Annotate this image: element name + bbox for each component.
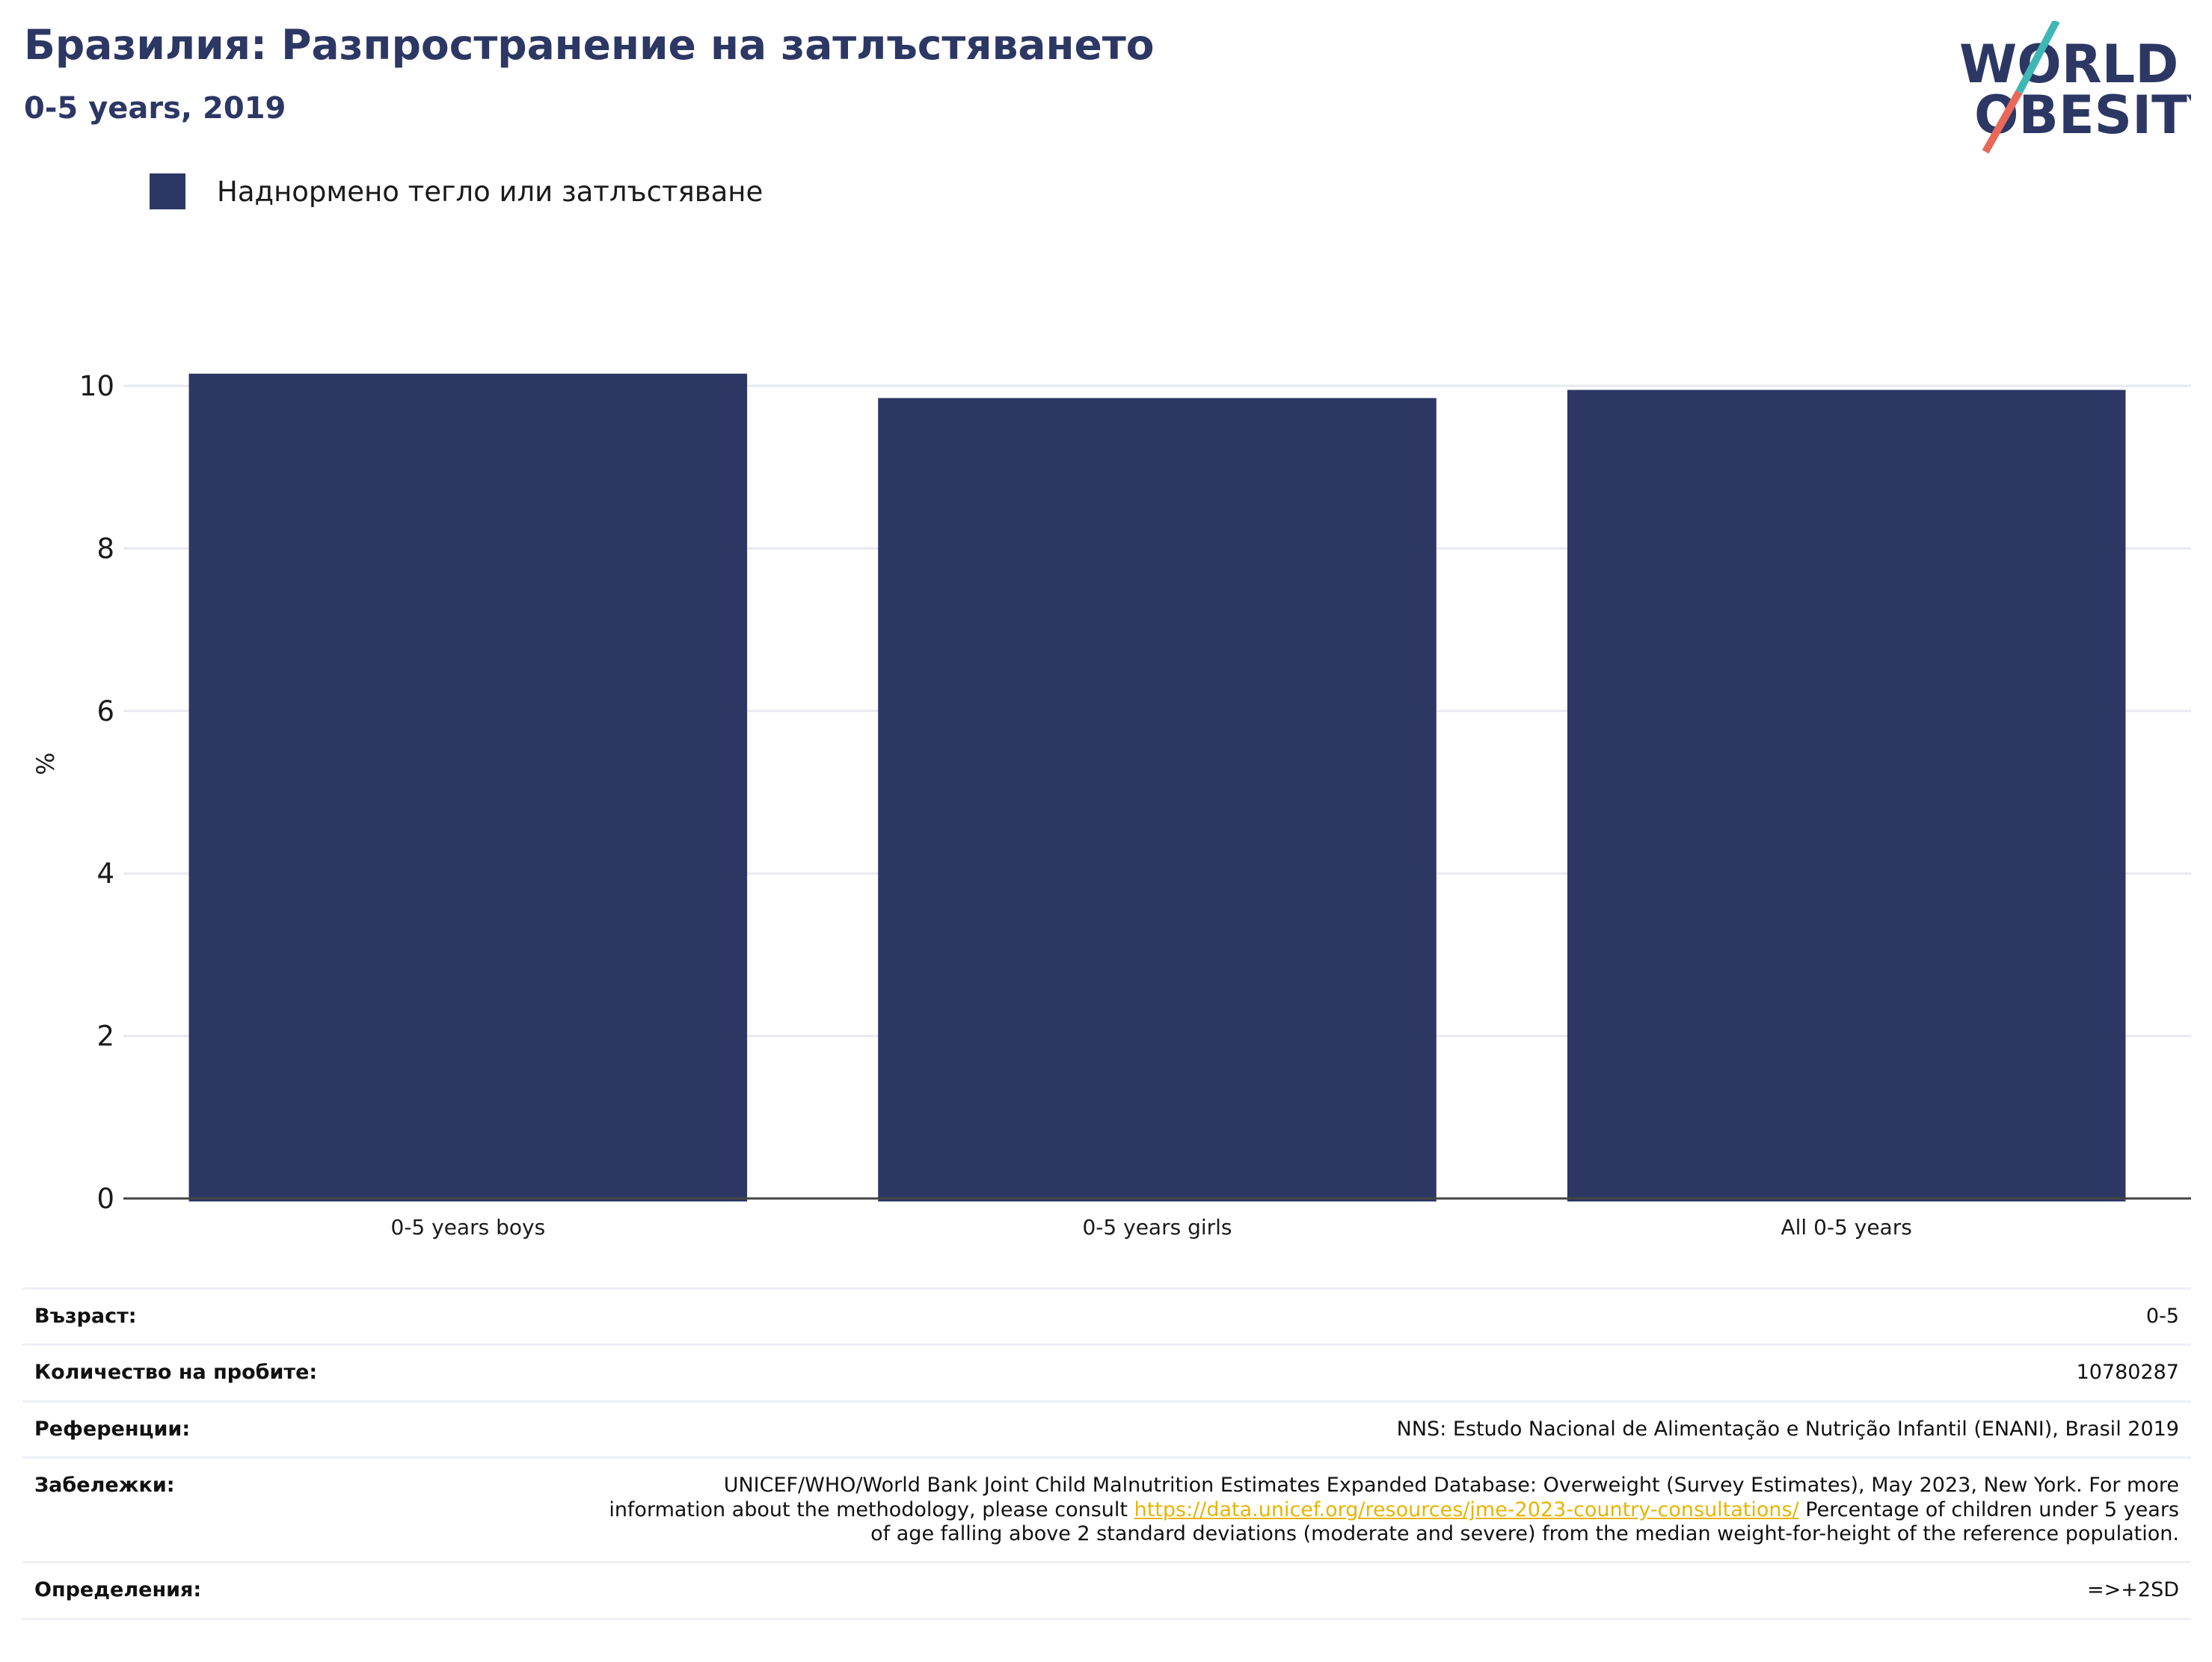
x-tick-label: All 0-5 years — [1781, 1215, 1912, 1240]
bar — [1567, 390, 2126, 1201]
info-row-references: Референции: NNS: Estudo Nacional de Alim… — [22, 1400, 2191, 1456]
world-obesity-logo: WORLD OBESITY — [1959, 21, 2191, 154]
bar — [188, 373, 748, 1201]
legend-label: Наднормено тегло или затлъстяване — [217, 175, 764, 208]
info-row-age: Възраст: 0-5 — [22, 1287, 2191, 1344]
y-axis-label: % — [31, 752, 60, 775]
bar — [878, 398, 1437, 1201]
chart-subtitle: 0-5 years, 2019 — [24, 91, 286, 126]
info-label: Референции: — [34, 1417, 191, 1441]
y-tick-label: 8 — [96, 532, 114, 564]
logo-slash-teal-icon — [2015, 21, 2060, 94]
notes-text-before: UNICEF/WHO/World Bank Joint Child Malnut… — [609, 1474, 2179, 1521]
info-value: UNICEF/WHO/World Bank Joint Child Malnut… — [609, 1474, 2179, 1546]
info-label: Възраст: — [34, 1305, 137, 1328]
y-tick-label: 6 — [96, 695, 114, 727]
info-row-sample-size: Количество на пробите: 10780287 — [22, 1344, 2191, 1400]
logo-line2: OBESITY — [1974, 84, 2191, 146]
bar-chart: 0 2 4 6 8 10% 0-5 years boys 0-5 years girls All… — [31, 370, 2191, 1240]
info-label: Определения: — [34, 1578, 202, 1602]
y-tick-label: 10 — [79, 370, 114, 402]
info-table: Възраст: 0-5 Количество на пробите: 1078… — [22, 1287, 2191, 1620]
info-row-notes: Забележки: UNICEF/WHO/World Bank Joint C… — [22, 1456, 2191, 1561]
info-value: 0-5 — [2145, 1305, 2179, 1328]
info-value: NNS: Estudo Nacional de Alimentação e Nu… — [1396, 1417, 2179, 1441]
logo-line1: WORLD — [1959, 34, 2178, 95]
info-label: Количество на пробите: — [34, 1361, 318, 1385]
chart-legend: Наднормено тегло или затлъстяване — [150, 173, 763, 209]
info-label: Забележки: — [34, 1474, 175, 1498]
chart-title: Бразилия: Разпространение на затлъстяван… — [24, 21, 1155, 69]
y-tick-label: 4 — [96, 858, 114, 890]
y-tick-label: 2 — [96, 1021, 114, 1053]
legend-swatch — [150, 173, 185, 209]
info-value: 10780287 — [2076, 1361, 2179, 1385]
notes-link[interactable]: https://data.unicef.org/resources/jme-20… — [1134, 1498, 1799, 1521]
info-value: =>+2SD — [2087, 1578, 2179, 1602]
x-tick-label: 0-5 years girls — [1082, 1215, 1232, 1240]
info-row-definitions: Определения: =>+2SD — [22, 1561, 2191, 1620]
y-tick-label: 0 — [96, 1183, 114, 1215]
x-tick-label: 0-5 years boys — [391, 1215, 546, 1240]
logo-slash-coral-icon — [1982, 90, 2023, 154]
notes-text-after: Percentage of children under 5 years of … — [870, 1498, 2179, 1545]
